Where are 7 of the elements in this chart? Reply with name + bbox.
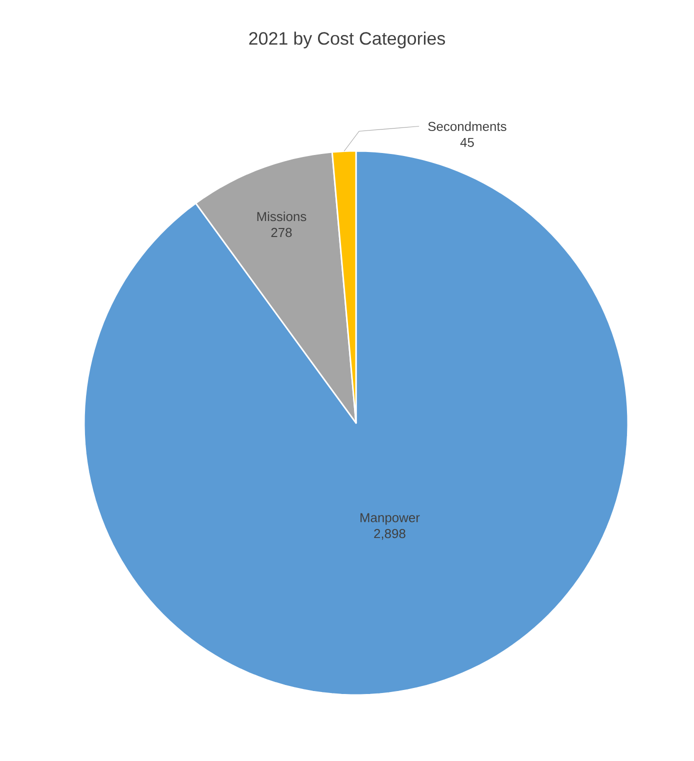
- data-label: 278: [271, 228, 292, 238]
- slice-label: Manpower: [360, 513, 420, 525]
- data-label: 2,898: [374, 528, 406, 540]
- data-label: 45: [460, 138, 474, 147]
- chart-title: 2021 by Cost Categories: [249, 32, 446, 48]
- slice-label: Secondments: [428, 122, 506, 132]
- slice-label: Missions: [257, 212, 306, 222]
